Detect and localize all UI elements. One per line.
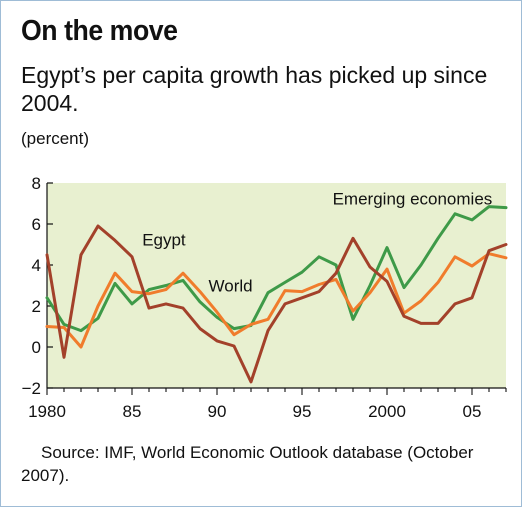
y-tick-label: 8: [32, 174, 41, 193]
plot-background: [47, 183, 506, 388]
axes: −2 0 2 4 6 8 1980 85 90 95 2000 05: [22, 174, 507, 421]
x-tick-label: 95: [293, 402, 312, 421]
y-tick-label: 2: [32, 297, 41, 316]
y-tick-label: 0: [32, 338, 41, 357]
chart-subtitle: Egypt’s per capita growth has picked up …: [21, 62, 488, 116]
series-lines: [45, 205, 508, 384]
x-tick-label: 90: [208, 402, 227, 421]
y-tick-label: −2: [22, 379, 41, 398]
y-axis-unit-label: (percent): [21, 129, 90, 148]
x-tick-label: 2000: [368, 402, 406, 421]
series-label-emerging: Emerging economies: [333, 190, 493, 209]
series-label-egypt: Egypt: [142, 231, 186, 250]
y-tick-label: 6: [32, 215, 41, 234]
series-line-emerging: [45, 205, 508, 333]
series-line-egypt: [45, 224, 508, 384]
chart-title: On the move: [21, 15, 178, 47]
series-labels: Egypt World Emerging economies: [142, 190, 492, 296]
source-note: Source: IMF, World Economic Outlook data…: [21, 443, 474, 485]
series-line-world: [45, 252, 508, 349]
series-label-world: World: [209, 277, 253, 296]
x-tick-label: 85: [123, 402, 142, 421]
x-tick-label: 1980: [28, 402, 66, 421]
x-tick-label: 05: [463, 402, 482, 421]
y-tick-label: 4: [32, 256, 41, 275]
